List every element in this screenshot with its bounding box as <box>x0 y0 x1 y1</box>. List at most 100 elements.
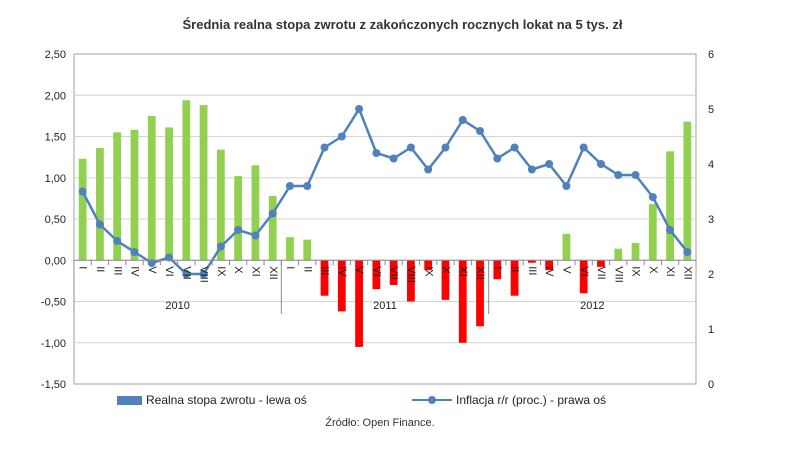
inflation-point <box>165 253 174 262</box>
bar <box>407 260 415 302</box>
legend-item-real-rate: Realna stopa zwrotu - lewa oś <box>117 393 307 407</box>
inflation-point <box>216 242 225 251</box>
right-tick-label: 6 <box>708 49 714 61</box>
month-label: III <box>319 266 331 275</box>
month-label: III <box>526 266 538 275</box>
inflation-point <box>596 160 605 168</box>
inflation-point <box>182 270 191 278</box>
bar <box>545 260 554 271</box>
left-tick-label: -1,00 <box>41 338 66 350</box>
month-label: XII <box>474 266 486 279</box>
month-label: VI <box>370 266 382 276</box>
bar <box>268 195 277 261</box>
left-tick-label: 2,50 <box>45 49 66 61</box>
month-label: VIII <box>612 266 624 283</box>
bar <box>251 165 260 261</box>
month-label: III <box>111 266 123 275</box>
month-label: V <box>353 266 365 274</box>
right-tick-label: 2 <box>708 269 714 281</box>
month-label: V <box>561 266 573 274</box>
month-label: IV <box>336 266 348 277</box>
month-label: VI <box>163 266 175 276</box>
month-label: IX <box>422 266 434 277</box>
year-label: 2012 <box>580 300 604 312</box>
bar <box>286 237 294 261</box>
bar <box>320 260 329 296</box>
left-tick-label: -1,50 <box>41 379 66 391</box>
left-tick-label: 0,50 <box>45 214 66 226</box>
year-label: 2010 <box>165 300 189 312</box>
inflation-point <box>285 182 294 190</box>
month-label: XI <box>250 266 262 276</box>
inflation-point <box>631 171 640 179</box>
right-tick-label: 0 <box>708 379 714 391</box>
month-label: IV <box>543 266 555 277</box>
bar <box>372 260 381 290</box>
inflation-point <box>493 154 502 163</box>
right-tick-label: 1 <box>708 324 714 336</box>
bar <box>579 260 588 294</box>
month-label: I <box>491 266 503 269</box>
month-label: XII <box>267 266 279 279</box>
inflation-point <box>666 226 675 234</box>
inflation-point <box>579 143 588 152</box>
month-label: II <box>94 266 106 272</box>
inflation-line-series <box>78 105 692 278</box>
month-label: X <box>440 266 452 274</box>
inflation-point <box>441 143 450 152</box>
bar <box>562 233 571 261</box>
month-label: IV <box>129 266 141 277</box>
inflation-point <box>234 226 243 234</box>
inflation-point <box>303 182 312 190</box>
month-label: XI <box>664 266 676 276</box>
month-label: X <box>232 266 244 274</box>
legend-line-swatch <box>412 394 452 406</box>
bar <box>165 127 173 261</box>
bar <box>130 129 139 261</box>
month-label: IX <box>630 266 642 277</box>
bar <box>113 132 122 261</box>
legend-label-real-rate: Realna stopa zwrotu - lewa oś <box>146 393 307 407</box>
bar <box>458 260 467 343</box>
bar <box>614 248 623 261</box>
left-tick-label: 1,50 <box>45 132 66 144</box>
bar <box>389 260 398 285</box>
inflation-point <box>562 182 571 190</box>
inflation-point <box>545 160 554 168</box>
inflation-point <box>95 220 104 229</box>
bar <box>199 105 208 261</box>
right-tick-label: 5 <box>708 104 714 116</box>
legend-bar-swatch <box>117 395 142 405</box>
inflation-point <box>337 132 346 141</box>
inflation-point <box>113 237 122 245</box>
inflation-point <box>372 149 381 157</box>
month-label: VIII <box>405 266 417 283</box>
inflation-point <box>268 209 277 218</box>
bar <box>96 148 104 261</box>
legend-item-inflation: Inflacja r/r (proc.) - prawa oś <box>412 393 606 407</box>
bar <box>666 151 674 261</box>
month-label: II <box>301 266 313 272</box>
inflation-point <box>527 165 536 174</box>
month-label: II <box>509 266 521 272</box>
bar <box>683 121 692 261</box>
bar <box>303 239 312 261</box>
bar <box>355 260 363 347</box>
month-label: I <box>77 266 89 269</box>
axes: -1,50 -1,00 -0,50 0,00 0,50 1,00 1,50 2,00 2,50 0… <box>41 49 714 391</box>
inflation-point <box>406 143 415 152</box>
left-tick-label: 1,00 <box>45 173 66 185</box>
inflation-point <box>355 105 364 113</box>
month-label: VIII <box>198 266 210 283</box>
month-label: VII <box>388 266 400 279</box>
bar <box>337 260 346 312</box>
month-label: X <box>647 266 659 274</box>
left-tick-label: -0,50 <box>41 297 66 309</box>
inflation-point <box>424 165 433 174</box>
bar <box>597 260 605 267</box>
inflation-point <box>130 248 139 256</box>
bar <box>527 260 536 263</box>
inflation-point <box>476 127 485 135</box>
bar <box>182 100 191 261</box>
